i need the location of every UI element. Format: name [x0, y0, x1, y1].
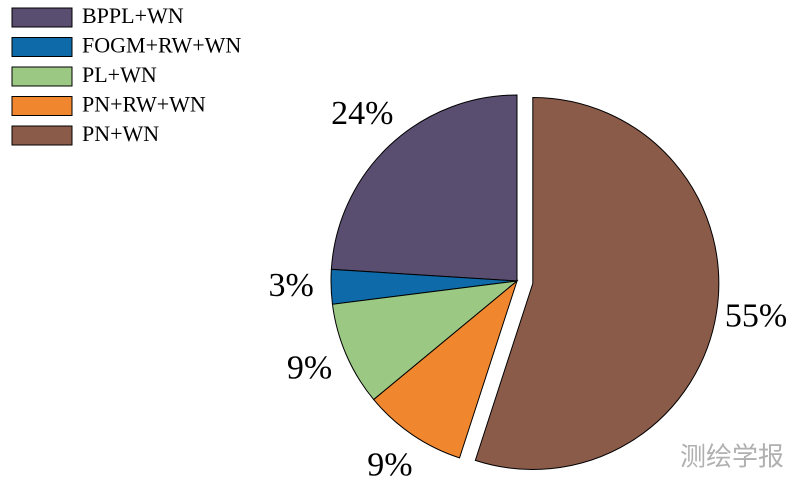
pie-slice [372, 279, 519, 459]
data-label: 9% [367, 447, 412, 484]
legend-swatch [11, 66, 73, 87]
data-label: 24% [331, 95, 393, 132]
watermark: 测绘学报 [680, 443, 784, 473]
data-label: 3% [268, 267, 313, 304]
legend-swatch [11, 37, 73, 57]
pie-slice [330, 94, 518, 282]
legend-label: PN+RW+WN [82, 92, 206, 117]
legend-swatch [11, 125, 73, 146]
pie-slice [474, 97, 720, 470]
legend-swatch [11, 7, 73, 28]
legend-label: PN+WN [82, 121, 159, 146]
legend-label: BPPL+WN [82, 3, 184, 28]
data-label: 55% [725, 298, 787, 335]
legend-label: PL+WN [82, 62, 157, 87]
legend-label: FOGM+RW+WN [82, 33, 241, 58]
data-label: 9% [287, 350, 332, 387]
pie-slice [331, 280, 519, 401]
legend-swatch [11, 96, 73, 116]
